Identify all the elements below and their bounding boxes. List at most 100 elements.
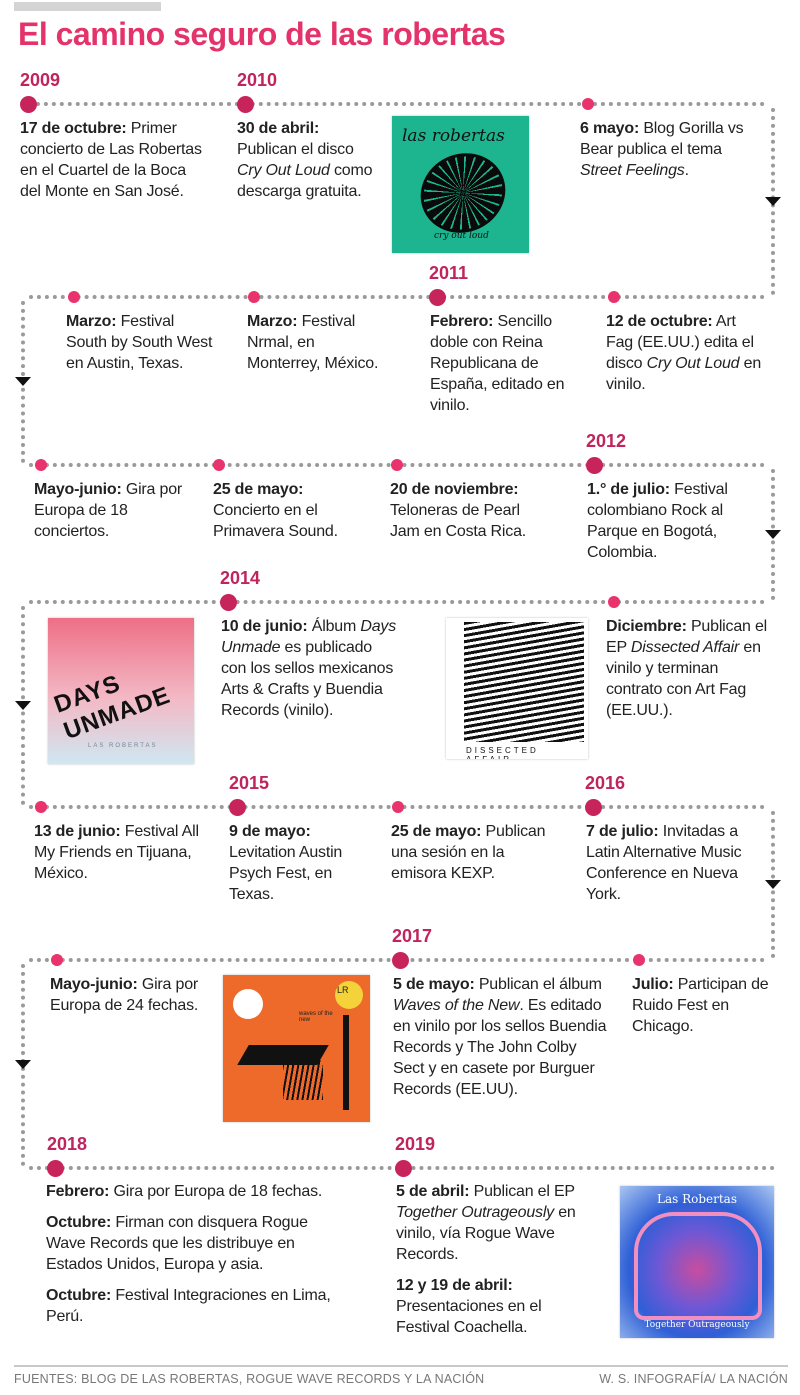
year-dot xyxy=(229,799,246,816)
down-arrow-icon xyxy=(15,1060,31,1069)
timeline-event: Marzo: Festival Nrmal, en Monterrey, Méx… xyxy=(247,311,387,384)
year-label: 2012 xyxy=(586,431,627,451)
event-text: 1.° de julio: Festival colombiano Rock a… xyxy=(587,479,757,563)
event-text: 12 de octubre: Art Fag (EE.UU.) edita el… xyxy=(606,311,766,395)
timeline-event: 30 de abril: Publican el disco Cry Out L… xyxy=(237,118,377,212)
event-description: Publican el disco xyxy=(237,141,354,158)
album-cover-cry-out-loud: las robertas cry out loud xyxy=(392,116,529,253)
event-date: Mayo-junio: xyxy=(34,481,122,498)
title-italic: Dissected Affair xyxy=(630,639,740,656)
sun-shape xyxy=(233,989,263,1019)
event-date: 30 de abril: xyxy=(237,120,320,137)
event-date: Marzo: xyxy=(66,313,117,330)
event-text: 25 de mayo: Concierto en el Primavera So… xyxy=(213,479,368,542)
cover-lettering: Together Outrageously xyxy=(644,1320,750,1330)
event-date: 5 de abril: xyxy=(396,1183,470,1200)
event-text: Octubre: Festival Integraciones en Lima,… xyxy=(46,1285,346,1327)
event-text: Febrero: Gira por Europa de 18 fechas. xyxy=(46,1181,346,1202)
title-italic: Cry Out Loud xyxy=(646,355,740,372)
timeline-event: 6 mayo: Blog Gorilla vs Bear publica el … xyxy=(580,118,750,191)
event-description: Publican el EP xyxy=(469,1183,575,1200)
footer-divider xyxy=(14,1365,788,1367)
year-dot xyxy=(429,289,446,306)
event-dot xyxy=(248,291,260,303)
event-description: Festival South by South West en Austin, … xyxy=(66,313,213,372)
event-dot xyxy=(213,459,225,471)
cover-lettering: DISSECTED AFFAIR xyxy=(466,746,539,759)
event-description: en vinilo y terminan contrato con Art Fa… xyxy=(606,639,761,719)
fan-shape xyxy=(283,1060,323,1100)
cover-lettering: las robertas xyxy=(402,126,505,146)
timeline-segment xyxy=(28,102,765,106)
album-cover-waves-of-the-new: LR waves of the new xyxy=(223,975,370,1122)
year-dot xyxy=(395,1160,412,1177)
timeline-event: 5 de abril: Publican el EP Together Outr… xyxy=(396,1181,586,1348)
event-text: 30 de abril: Publican el disco Cry Out L… xyxy=(237,118,377,202)
timeline-segment xyxy=(29,295,765,299)
event-text: Octubre: Firman con disquera Rogue Wave … xyxy=(46,1212,346,1275)
timeline-event: Marzo: Festival South by South West en A… xyxy=(66,311,216,384)
timeline-event: Julio: Participan de Ruido Fest en Chica… xyxy=(632,974,772,1047)
year-label: 2015 xyxy=(229,773,270,793)
event-text: 10 de junio: Álbum Days Unmade es public… xyxy=(221,616,401,721)
event-dot xyxy=(35,801,47,813)
event-dot xyxy=(582,98,594,110)
event-description: Teloneras de Pearl Jam en Costa Rica. xyxy=(390,502,527,540)
event-text: Julio: Participan de Ruido Fest en Chica… xyxy=(632,974,772,1037)
event-dot xyxy=(35,459,47,471)
timeline-event: 10 de junio: Álbum Days Unmade es public… xyxy=(221,616,401,731)
title-italic: Cry Out Loud xyxy=(237,162,330,179)
event-date: Marzo: xyxy=(247,313,298,330)
event-date: 5 de mayo: xyxy=(393,976,475,993)
year-label: 2017 xyxy=(392,926,433,946)
year-dot xyxy=(20,96,37,113)
event-date: 9 de mayo: xyxy=(229,823,311,840)
year-dot xyxy=(237,96,254,113)
year-label: 2010 xyxy=(237,70,278,90)
event-date: Mayo-junio: xyxy=(50,976,138,993)
down-arrow-icon xyxy=(765,196,781,206)
event-date: 12 de octubre: xyxy=(606,313,713,330)
title-italic: Days Unmade xyxy=(221,618,396,656)
cover-lettering: LAS ROBERTAS xyxy=(88,743,158,749)
event-description: Concierto en el Primavera Sound. xyxy=(213,502,338,540)
event-date: 12 y 19 de abril: xyxy=(396,1277,513,1294)
event-date: Octubre: xyxy=(46,1214,112,1231)
down-arrow-icon xyxy=(765,879,781,889)
event-text: Diciembre: Publican el EP Dissected Affa… xyxy=(606,616,776,721)
wave-pattern xyxy=(464,622,584,742)
event-date: 17 de octubre: xyxy=(20,120,127,137)
event-text: 25 de mayo: Publican una sesión en la em… xyxy=(391,821,556,884)
event-text: 5 de mayo: Publican el álbum Waves of th… xyxy=(393,974,608,1100)
cover-lettering: Las Robertas xyxy=(656,1192,737,1206)
down-arrow-icon xyxy=(15,377,31,386)
cover-lettering: DAYS UNMADE xyxy=(50,669,175,745)
timeline-event: 25 de mayo: Publican una sesión en la em… xyxy=(391,821,556,894)
event-text: 12 y 19 de abril: Presentaciones en el F… xyxy=(396,1275,586,1338)
event-description: Álbum xyxy=(307,618,361,635)
event-description: Invitadas a Latin Alternative Music Conf… xyxy=(586,823,742,903)
title-italic: Street Feelings xyxy=(580,162,685,179)
event-dot xyxy=(633,954,645,966)
event-date: 25 de mayo: xyxy=(213,481,304,498)
event-dot xyxy=(68,291,80,303)
year-label: 2019 xyxy=(395,1134,436,1154)
event-description: Presentaciones en el Festival Coachella. xyxy=(396,1298,542,1336)
timeline-event: 5 de mayo: Publican el álbum Waves of th… xyxy=(393,974,608,1110)
event-text: Febrero: Sencillo doble con Reina Republ… xyxy=(430,311,580,416)
event-date: 7 de julio: xyxy=(586,823,659,840)
event-description: Publican una sesión en la emisora KEXP. xyxy=(391,823,546,882)
event-description: Art Fag (EE.UU.) edita el disco xyxy=(606,313,754,372)
year-dot xyxy=(586,457,603,474)
timeline-event: 17 de octubre: Primer concierto de Las R… xyxy=(20,118,205,212)
event-dot xyxy=(392,801,404,813)
event-description: Festival Integraciones en Lima, Perú. xyxy=(46,1287,331,1325)
timeline-event: Febrero: Gira por Europa de 18 fechas. Oc… xyxy=(46,1181,346,1337)
event-description: . Es editado en vinilo por los sellos Bu… xyxy=(393,997,607,1098)
down-arrow-icon xyxy=(765,529,781,539)
title-italic: Waves of the New xyxy=(393,997,520,1014)
year-dot xyxy=(585,799,602,816)
timeline-event: 1.° de julio: Festival colombiano Rock a… xyxy=(587,479,757,573)
event-date: 25 de mayo: xyxy=(391,823,482,840)
year-label: 2014 xyxy=(220,568,261,588)
